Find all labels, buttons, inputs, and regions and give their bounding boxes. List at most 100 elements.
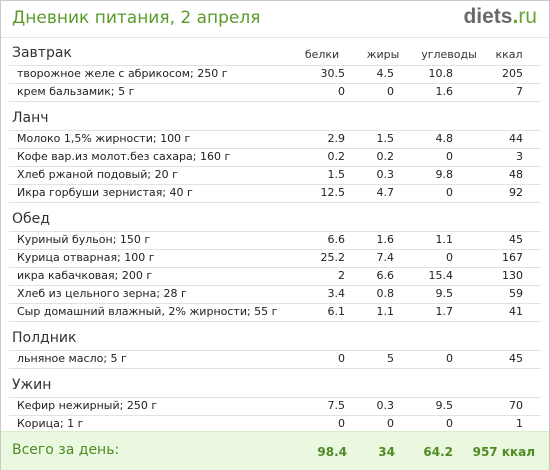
meal-title: Обед: [12, 211, 50, 227]
food-protein: 3.4: [327, 287, 346, 300]
food-fat: 0.3: [376, 168, 395, 181]
site-logo[interactable]: diets.ru: [463, 5, 537, 29]
food-row[interactable]: Кофе вар.из молот.без сахара; 160 г 0.2 0.…: [9, 149, 541, 167]
food-carbs: 10.8: [428, 67, 454, 80]
food-kcal: 7: [516, 85, 523, 98]
total-protein: 98.4: [317, 445, 347, 459]
food-fat: 0.8: [376, 287, 395, 300]
food-fat: 1.1: [376, 305, 395, 318]
food-protein: 1.5: [327, 168, 346, 181]
food-row[interactable]: Хлеб ржаной подовый; 20 г 1.5 0.3 9.8 48: [9, 167, 541, 185]
food-name: льняное масло; 5 г: [17, 352, 127, 365]
meal-section: Обед Куриный бульон; 150 г 6.6 1.6 1.1 45 Кури…: [1, 209, 549, 328]
food-kcal: 70: [509, 399, 523, 412]
food-row[interactable]: Кефир нежирный; 250 г 7.5 0.3 9.5 70: [9, 397, 541, 416]
food-name: Курица отварная; 100 г: [17, 251, 155, 264]
food-kcal: 45: [509, 352, 523, 365]
food-carbs: 0: [446, 251, 453, 264]
food-row[interactable]: льняное масло; 5 г 0 5 0 45: [9, 350, 541, 369]
total-label: Всего за день:: [12, 442, 120, 458]
food-row[interactable]: икра кабачковая; 200 г 2 6.6 15.4 130: [9, 268, 541, 286]
column-header-fat: жиры: [366, 48, 400, 61]
food-protein: 2: [338, 269, 345, 282]
food-fat: 0: [387, 417, 394, 430]
food-kcal: 92: [509, 186, 523, 199]
food-name: Кофе вар.из молот.без сахара; 160 г: [17, 150, 231, 163]
food-fat: 6.6: [376, 269, 395, 282]
food-carbs: 1.7: [435, 305, 454, 318]
food-protein: 0: [338, 352, 345, 365]
food-kcal: 45: [509, 233, 523, 246]
food-row[interactable]: творожное желе с абрикосом; 250 г 30.5 4.5…: [9, 65, 541, 84]
food-fat: 0.3: [376, 399, 395, 412]
food-name: Хлеб ржаной подовый; 20 г: [17, 168, 178, 181]
food-name: Сыр домашний влажный, 2% жирности; 55 г: [17, 305, 278, 318]
header-divider: [1, 37, 549, 38]
food-carbs: 1.6: [435, 85, 454, 98]
food-carbs: 9.5: [435, 399, 454, 412]
food-name: крем бальзамик; 5 г: [17, 85, 135, 98]
food-name: Хлеб из цельного зерна; 28 г: [17, 287, 187, 300]
food-name: икра кабачковая; 200 г: [17, 269, 153, 282]
food-fat: 0.2: [376, 150, 395, 163]
food-protein: 30.5: [320, 67, 346, 80]
food-fat: 0: [387, 85, 394, 98]
food-carbs: 15.4: [428, 269, 454, 282]
food-kcal: 48: [509, 168, 523, 181]
logo-dot: .: [512, 5, 519, 28]
food-fat: 4.5: [376, 67, 395, 80]
meal-header: Полдник: [1, 328, 549, 350]
column-header-kcal: ккал: [495, 48, 523, 61]
total-kcal: 957 ккал: [472, 445, 535, 459]
food-row[interactable]: крем бальзамик; 5 г 0 0 1.6 7: [9, 84, 541, 102]
food-row[interactable]: Куриный бульон; 150 г 6.6 1.6 1.1 45: [9, 231, 541, 250]
total-carbs: 64.2: [423, 445, 453, 459]
meal-header: Завтрак белки жиры углеводы ккал: [1, 43, 549, 65]
food-row[interactable]: Хлеб из цельного зерна; 28 г 3.4 0.8 9.5 59: [9, 286, 541, 304]
column-header-carbs: углеводы: [421, 48, 477, 61]
meal-section: Полдник льняное масло; 5 г 0 5 0 45: [1, 328, 549, 375]
daily-total-bar: Всего за день: 98.4 34 64.2 957 ккал: [1, 431, 549, 470]
food-carbs: 0: [446, 417, 453, 430]
food-row[interactable]: Молоко 1,5% жирности; 100 г 2.9 1.5 4.8 44: [9, 130, 541, 149]
food-kcal: 41: [509, 305, 523, 318]
food-protein: 6.6: [327, 233, 346, 246]
food-row[interactable]: Сыр домашний влажный, 2% жирности; 55 г 6…: [9, 304, 541, 322]
meal-title: Ланч: [12, 110, 49, 126]
food-protein: 2.9: [327, 132, 346, 145]
food-protein: 12.5: [320, 186, 346, 199]
food-kcal: 44: [509, 132, 523, 145]
meal-title: Полдник: [12, 330, 77, 346]
food-carbs: 9.8: [435, 168, 454, 181]
meal-header: Обед: [1, 209, 549, 231]
food-name: Куриный бульон; 150 г: [17, 233, 151, 246]
meal-title: Завтрак: [12, 45, 72, 61]
food-protein: 6.1: [327, 305, 346, 318]
food-carbs: 1.1: [435, 233, 454, 246]
food-fat: 1.5: [376, 132, 395, 145]
food-kcal: 167: [502, 251, 523, 264]
food-row[interactable]: Икра горбуши зернистая; 40 г 12.5 4.7 0 92: [9, 185, 541, 203]
page-title: Дневник питания, 2 апреля: [12, 8, 261, 28]
food-protein: 0.2: [327, 150, 346, 163]
logo-tld: ru: [518, 5, 537, 28]
food-carbs: 0: [446, 186, 453, 199]
food-kcal: 205: [502, 67, 523, 80]
food-kcal: 130: [502, 269, 523, 282]
food-fat: 1.6: [376, 233, 395, 246]
food-row[interactable]: Курица отварная; 100 г 25.2 7.4 0 167: [9, 250, 541, 268]
food-kcal: 59: [509, 287, 523, 300]
total-fat: 34: [378, 445, 395, 459]
food-name: Кефир нежирный; 250 г: [17, 399, 158, 412]
food-protein: 25.2: [320, 251, 346, 264]
food-name: Молоко 1,5% жирности; 100 г: [17, 132, 191, 145]
food-protein: 0: [338, 417, 345, 430]
food-fat: 4.7: [376, 186, 395, 199]
column-header-protein: белки: [304, 48, 340, 61]
meals-list: Завтрак белки жиры углеводы ккал творожное же…: [1, 43, 549, 440]
meal-header: Ланч: [1, 108, 549, 130]
food-name: Корица; 1 г: [17, 417, 84, 430]
food-name: Икра горбуши зернистая; 40 г: [17, 186, 193, 199]
meal-section: Ланч Молоко 1,5% жирности; 100 г 2.9 1.5 4.8…: [1, 108, 549, 209]
